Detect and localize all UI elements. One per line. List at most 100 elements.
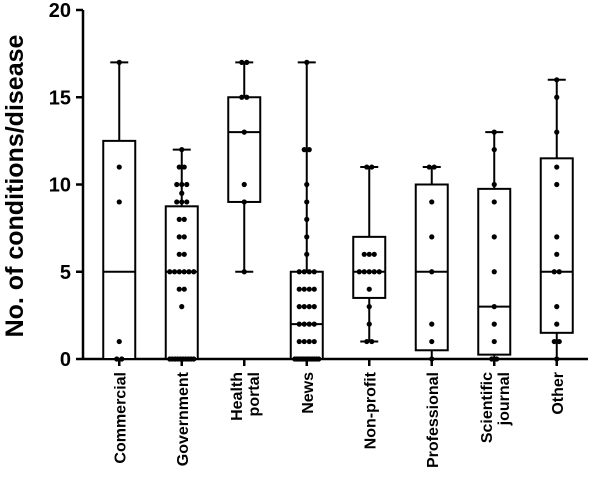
data-point: [371, 251, 377, 257]
data-point: [361, 269, 367, 275]
box-group: [227, 59, 262, 275]
data-point: [296, 286, 302, 292]
x-tick-label-line: Other: [550, 372, 567, 415]
data-point: [311, 269, 317, 275]
data-point: [241, 199, 247, 205]
box: [539, 157, 574, 334]
data-point: [554, 77, 560, 83]
data-point: [244, 94, 250, 100]
y-tick-label: 15: [49, 87, 71, 109]
data-point: [429, 269, 435, 275]
x-tick-label: News: [300, 372, 317, 414]
y-tick-label: 5: [60, 262, 71, 284]
data-point: [554, 129, 560, 135]
data-point: [364, 164, 370, 170]
data-point: [186, 269, 192, 275]
data-point: [306, 269, 312, 275]
box-group: [414, 164, 449, 362]
data-point: [114, 356, 120, 362]
data-point: [491, 234, 497, 240]
data-point: [304, 59, 310, 65]
x-tick-label: Government: [175, 371, 192, 466]
data-point: [301, 147, 307, 153]
data-point: [491, 199, 497, 205]
x-tick-label-line: News: [300, 372, 317, 414]
box-group: [102, 59, 137, 362]
data-point: [554, 94, 560, 100]
box-group: [164, 147, 199, 362]
data-point: [554, 164, 560, 170]
data-point: [304, 216, 310, 222]
data-point: [366, 286, 372, 292]
data-point: [119, 356, 125, 362]
data-point: [361, 251, 367, 257]
x-tick-label: Other: [550, 372, 567, 415]
data-point: [301, 286, 307, 292]
data-point: [239, 94, 245, 100]
data-point: [301, 338, 307, 345]
data-point: [116, 59, 122, 65]
data-point: [184, 181, 190, 188]
data-point: [556, 269, 562, 275]
data-point: [316, 356, 322, 362]
x-tick-label-line: Health: [229, 372, 246, 421]
data-point: [179, 190, 185, 196]
axes: 0 5 10 15 20 Commercial Government Health portal…: [49, 0, 588, 468]
x-tick-label: Scientific journal: [479, 372, 513, 443]
data-point: [491, 321, 497, 327]
data-point: [311, 321, 317, 327]
chart-marks: [102, 59, 574, 362]
x-tick-label-line: Professional: [425, 372, 442, 468]
data-point: [176, 251, 182, 257]
data-point: [181, 286, 187, 292]
box-group: [352, 164, 387, 345]
data-point: [181, 251, 187, 257]
data-point: [306, 286, 312, 292]
data-point: [181, 216, 187, 222]
data-point: [551, 269, 557, 275]
data-point: [554, 304, 560, 310]
data-point: [556, 338, 562, 345]
data-point: [191, 269, 197, 275]
x-tick-label-line: portal: [246, 372, 263, 416]
data-point: [179, 304, 185, 310]
data-point: [306, 304, 312, 310]
data-point: [554, 234, 560, 240]
data-point: [167, 269, 173, 275]
data-point: [176, 164, 182, 170]
data-point: [116, 338, 122, 345]
data-point: [366, 269, 372, 275]
data-point: [554, 356, 560, 362]
data-point: [489, 356, 495, 362]
data-point: [491, 269, 497, 275]
data-point: [296, 304, 302, 310]
data-point: [491, 304, 497, 310]
data-point: [181, 234, 187, 240]
data-point: [554, 321, 560, 327]
box: [164, 205, 199, 360]
data-point: [176, 286, 182, 292]
data-point: [296, 338, 302, 345]
box-group: [289, 59, 324, 362]
data-point: [306, 321, 312, 327]
data-point: [491, 181, 497, 188]
data-point: [429, 234, 435, 240]
x-tick-label: Professional: [425, 372, 442, 468]
data-point: [176, 234, 182, 240]
data-point: [116, 199, 122, 205]
data-point: [239, 59, 245, 65]
data-point: [376, 269, 382, 275]
box: [289, 270, 324, 360]
y-tick-label: 10: [49, 175, 71, 197]
x-tick-label: Commercial: [112, 372, 129, 464]
data-point: [369, 164, 375, 170]
y-tick-label: 20: [49, 0, 71, 22]
data-point: [174, 199, 180, 205]
x-tick-label-line: journal: [496, 372, 513, 426]
data-point: [174, 181, 180, 188]
data-point: [491, 338, 497, 345]
data-point: [244, 59, 250, 65]
data-point: [296, 269, 302, 275]
box-group: [477, 129, 512, 362]
